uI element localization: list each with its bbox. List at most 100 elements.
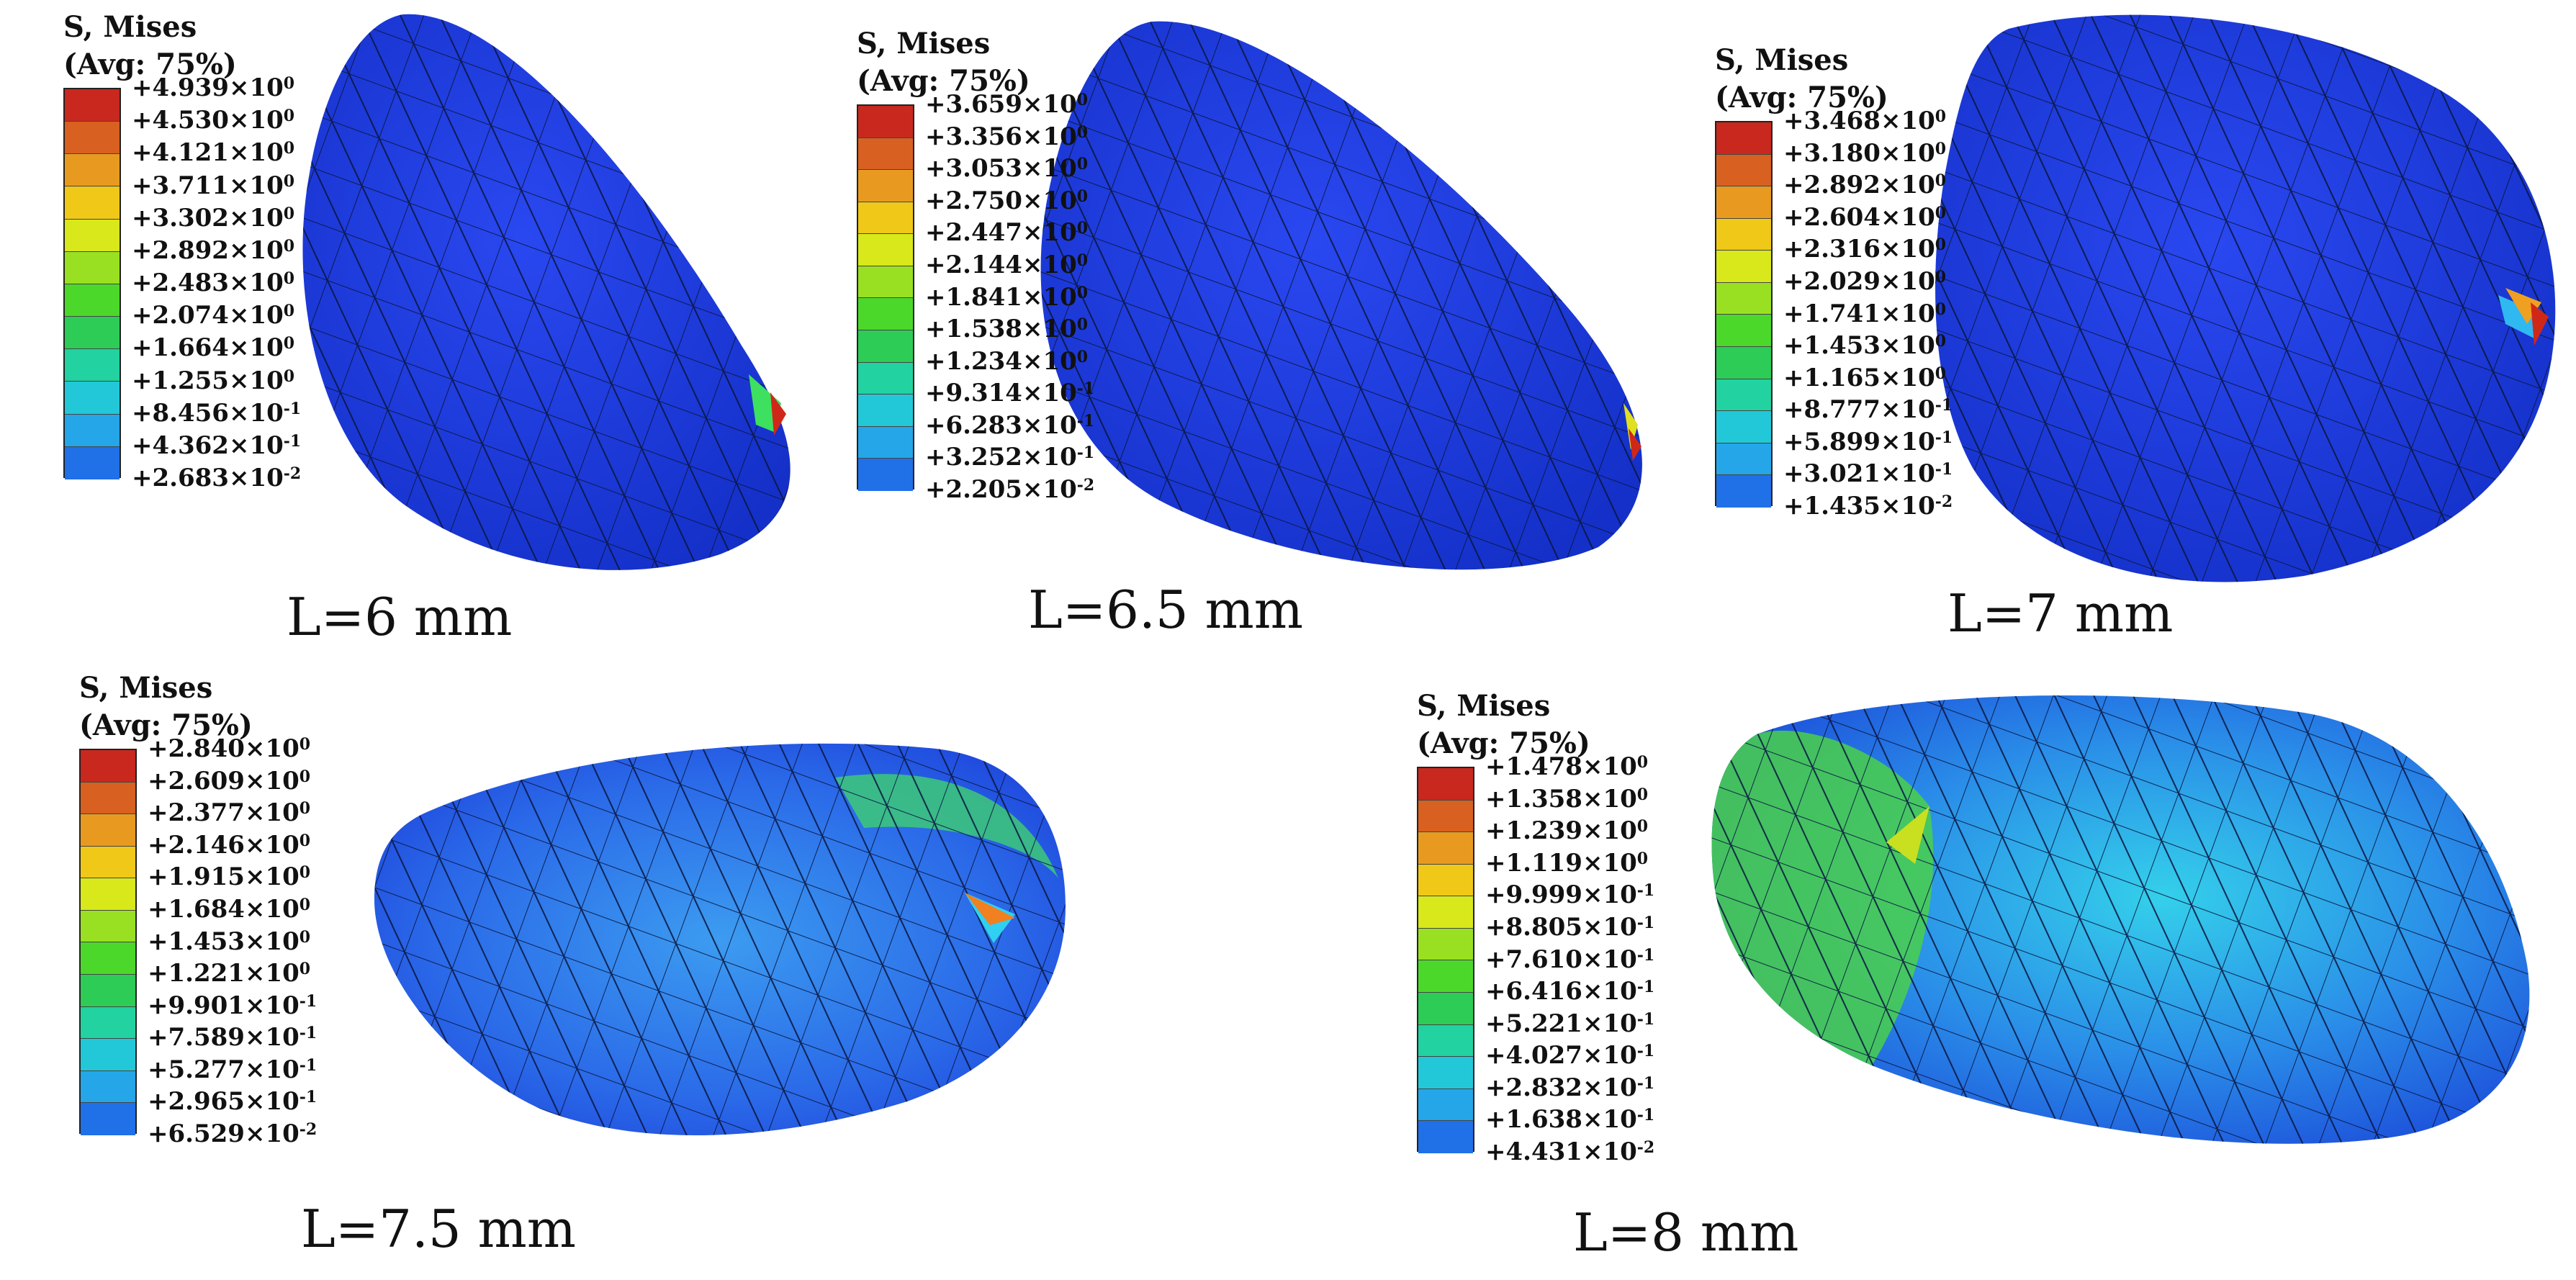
legend-swatch [1716,186,1771,219]
legend-exponent: -1 [299,1055,318,1075]
legend-value: +9.999×10-1 [1485,880,1655,910]
legend-exponent: 0 [299,927,311,947]
legend-value: +1.435×10-2 [1783,492,1953,520]
legend-exponent: 0 [1076,91,1089,109]
legend-2: S, Mises (Avg: 75%) +3.659×100 +3.356×100… [857,25,1094,502]
legend-value: +1.234×100 [925,346,1089,376]
legend-swatch [1418,960,1473,993]
legend-swatch [858,426,913,459]
legend-swatch [65,186,120,220]
legend-swatch [81,1103,135,1135]
mesh-shape-3 [1935,14,2556,582]
legend-swatch [1418,800,1473,833]
legend-exponent: 0 [1636,817,1649,837]
legend-exponent: 0 [283,302,295,321]
legend-swatch [65,122,120,155]
legend-swatch [81,1039,135,1071]
legend-exponent: -2 [1935,492,1953,511]
legend-value: +6.529×10-2 [148,1119,318,1148]
legend-exponent: 0 [1935,299,1947,319]
legend-swatch [81,910,135,943]
legend-value: +2.892×100 [1783,171,1947,200]
legend-value: +2.316×100 [1783,235,1947,264]
legend-body: +1.478×100 +1.358×100 +1.239×100 +1.119×100… [1417,753,1654,1165]
legend-exponent: 0 [1636,785,1649,804]
legend-subtitle: (Avg: 75%) [63,48,237,81]
legend-subtitle: (Avg: 75%) [1417,726,1590,760]
legend-swatch [1418,832,1473,865]
legend-swatch [1716,251,1771,283]
legend-1: S, Mises (Avg: 75%) +4.939×100 +4.530×100… [63,9,301,491]
legend-exponent: -2 [283,464,302,483]
legend-swatch [81,814,135,847]
legend-swatch [1418,1121,1473,1153]
legend-swatch [1418,1089,1473,1122]
legend-swatch [858,106,913,138]
legend-value: +6.416×10-1 [1485,977,1655,1006]
legend-exponent: -1 [1935,396,1953,415]
legend-exponent: 0 [299,863,311,883]
legend-exponent: 0 [299,735,311,754]
legend-value: +1.165×100 [1783,363,1947,392]
legend-value: +7.589×10-1 [148,1023,318,1053]
legend-colorbar [1417,767,1474,1153]
legend-value: +1.453×100 [148,927,311,956]
legend-title: S, Mises [63,10,197,44]
legend-swatch [81,1006,135,1040]
legend-exponent: 0 [1076,155,1089,174]
legend-value: +1.358×100 [1485,784,1649,813]
legend-value: +1.239×100 [1485,816,1649,846]
legend-exponent: 0 [299,799,311,819]
caption-4: L=7.5 mm [301,1199,577,1259]
legend-swatch [65,414,120,447]
legend-exponent: -1 [283,431,302,451]
legend-value: +1.478×100 [1485,752,1649,781]
legend-exponent: 0 [283,366,295,386]
legend-value: +8.777×10-1 [1783,395,1953,425]
legend-swatch [1716,411,1771,443]
caption-1: L=6 mm [287,587,513,647]
legend-swatch [1418,1024,1473,1058]
legend-body: +3.468×100 +3.180×100 +2.892×100 +2.604×100… [1715,107,1953,519]
caption-3: L=7 mm [1947,583,2174,644]
legend-value: +6.283×10-1 [925,410,1095,440]
legend-body: +4.939×100 +4.530×100 +4.121×100 +3.711×100… [63,74,301,491]
legend-value: +8.805×10-1 [1485,912,1655,942]
legend-body: +3.659×100 +3.356×100 +3.053×100 +2.750×100… [857,91,1094,502]
legend-swatch [1418,768,1473,801]
legend-value: +4.431×10-2 [1485,1137,1655,1166]
legend-value: +1.638×10-1 [1485,1105,1655,1135]
mesh-shape-2 [1040,21,1642,570]
legend-exponent: 0 [1076,251,1089,270]
legend-swatch [81,942,135,975]
legend-swatch [81,782,135,815]
legend-swatch [1716,443,1771,476]
legend-swatch [1418,1057,1473,1089]
legend-exponent: 0 [1076,347,1089,366]
legend-value: +2.377×100 [148,798,311,828]
legend-value: +1.841×100 [925,282,1089,312]
legend-exponent: 0 [283,269,295,288]
legend-exponent: 0 [299,960,311,979]
legend-value: +3.180×100 [1783,138,1947,168]
legend-swatch [1716,315,1771,348]
legend-value: +2.604×100 [1783,202,1947,232]
legend-swatch [65,446,120,479]
legend-value: +1.741×100 [1783,299,1947,328]
legend-value: +1.255×100 [132,366,295,395]
legend-swatch [65,251,120,284]
legend-exponent: 0 [299,767,311,786]
legend-subtitle: (Avg: 75%) [79,708,253,742]
legend-exponent: 0 [1076,122,1089,142]
legend-swatch [858,202,913,235]
legend-value: +2.074×100 [132,301,295,330]
legend-5: S, Mises (Avg: 75%) +1.478×100 +1.358×100… [1417,688,1654,1165]
legend-swatch [1716,282,1771,315]
legend-value: +2.750×100 [925,186,1089,215]
legend-value: +2.892×100 [132,235,295,265]
legend-swatch [65,219,120,252]
legend-value: +9.901×10-1 [148,991,318,1020]
legend-value: +1.453×100 [1783,331,1947,361]
legend-swatch [1418,896,1473,929]
legend-exponent: 0 [1636,849,1649,868]
